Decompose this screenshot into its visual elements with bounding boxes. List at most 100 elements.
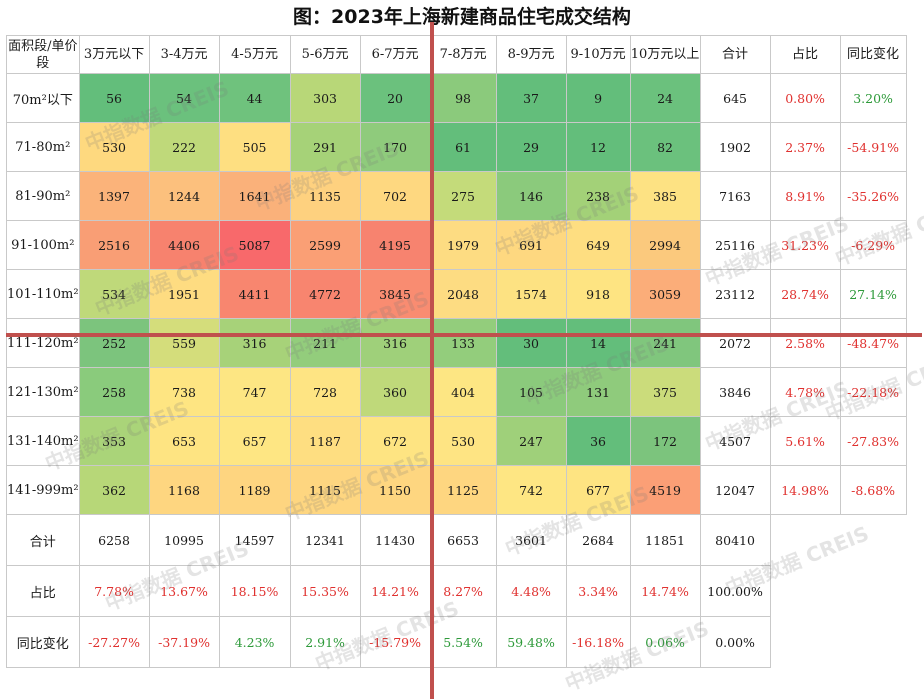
- heat-cell: 2599: [289, 220, 361, 270]
- heat-cell: 211: [289, 318, 361, 368]
- summary-column-header: 合计: [699, 35, 771, 74]
- summary-cell: 6653: [429, 514, 497, 566]
- row-total: 1902: [699, 122, 771, 172]
- row-label: 71-80m²: [6, 122, 80, 172]
- heat-cell: 9: [565, 73, 631, 123]
- heat-cell: 20: [359, 73, 431, 123]
- row-label: 合计: [6, 514, 80, 566]
- heat-cell: 1135: [289, 171, 361, 221]
- row-total: 12047: [699, 465, 771, 515]
- heat-cell: 1168: [148, 465, 220, 515]
- heat-cell: 54: [148, 73, 220, 123]
- summary-column-header: 同比变化: [839, 35, 907, 74]
- heat-cell: 375: [629, 367, 701, 417]
- summary-cell: -16.18%: [565, 616, 631, 668]
- summary-cell: 2684: [565, 514, 631, 566]
- row-yoy: 3.20%: [839, 73, 907, 123]
- heat-cell: 530: [78, 122, 150, 172]
- heat-cell: 4195: [359, 220, 431, 270]
- summary-cell: 3601: [495, 514, 567, 566]
- column-header: 3-4万元: [148, 35, 220, 74]
- heat-cell: 170: [359, 122, 431, 172]
- heat-cell: 747: [218, 367, 291, 417]
- heat-cell: 1574: [495, 269, 567, 319]
- row-share: 14.98%: [769, 465, 841, 515]
- summary-cell: 14.21%: [359, 565, 431, 617]
- heat-cell: 291: [289, 122, 361, 172]
- summary-total: 100.00%: [699, 565, 771, 617]
- heat-cell: 505: [218, 122, 291, 172]
- column-header: 6-7万元: [359, 35, 431, 74]
- column-header: 5-6万元: [289, 35, 361, 74]
- heat-cell: 131: [565, 367, 631, 417]
- table-row: 70m²以下 56 54 44 303 20 98 37 9 24 645 0.80% 3.20%: [6, 73, 907, 123]
- heat-cell: 14: [565, 318, 631, 368]
- row-label: 101-110m²: [6, 269, 80, 319]
- summary-cell: 11430: [359, 514, 431, 566]
- heat-cell: 404: [429, 367, 497, 417]
- heat-cell: 258: [78, 367, 150, 417]
- summary-cell: 12341: [289, 514, 361, 566]
- heat-cell: 133: [429, 318, 497, 368]
- heat-cell: 316: [218, 318, 291, 368]
- summary-cell: 7.78%: [78, 565, 150, 617]
- row-label: 70m²以下: [6, 73, 80, 123]
- heat-cell: 1115: [289, 465, 361, 515]
- share-row: 占比 7.78% 13.67% 18.15% 15.35% 14.21% 8.27% 4.48…: [6, 565, 907, 617]
- heat-cell: 1979: [429, 220, 497, 270]
- table-row: 111-120m² 252 559 316 211 316 133 30 14 241 2072 2.…: [6, 318, 907, 368]
- row-label: 121-130m²: [6, 367, 80, 417]
- heat-cell: 2516: [78, 220, 150, 270]
- row-share: 0.80%: [769, 73, 841, 123]
- summary-cell: -37.19%: [148, 616, 220, 668]
- row-total: 7163: [699, 171, 771, 221]
- heat-cell: 1951: [148, 269, 220, 319]
- column-header: 3万元以下: [78, 35, 150, 74]
- summary-cell: 14.74%: [629, 565, 701, 617]
- heat-cell: 353: [78, 416, 150, 466]
- table-row: 131-140m² 353 653 657 1187 672 530 247 36 172 4507…: [6, 416, 907, 466]
- heat-cell: 30: [495, 318, 567, 368]
- quadrant-divider-vertical: [430, 22, 434, 699]
- heat-cell: 677: [565, 465, 631, 515]
- heat-cell: 530: [429, 416, 497, 466]
- row-total: 23112: [699, 269, 771, 319]
- quadrant-divider-horizontal: [6, 333, 922, 337]
- column-header: 9-10万元: [565, 35, 631, 74]
- row-total: 4507: [699, 416, 771, 466]
- heat-cell: 918: [565, 269, 631, 319]
- row-share: 8.91%: [769, 171, 841, 221]
- row-yoy: 27.14%: [839, 269, 907, 319]
- heat-cell: 1150: [359, 465, 431, 515]
- heat-cell: 303: [289, 73, 361, 123]
- row-yoy: -27.83%: [839, 416, 907, 466]
- heat-cell: 2048: [429, 269, 497, 319]
- column-header: 4-5万元: [218, 35, 291, 74]
- heat-cell: 3059: [629, 269, 701, 319]
- row-label: 91-100m²: [6, 220, 80, 270]
- summary-cell: -15.79%: [359, 616, 431, 668]
- heat-cell: 56: [78, 73, 150, 123]
- summary-cell: 11851: [629, 514, 701, 566]
- corner-header: 面积段/单价段: [6, 35, 80, 74]
- heat-cell: 649: [565, 220, 631, 270]
- heat-cell: 44: [218, 73, 291, 123]
- row-yoy: -54.91%: [839, 122, 907, 172]
- summary-cell: -27.27%: [78, 616, 150, 668]
- heat-cell: 241: [629, 318, 701, 368]
- heat-cell: 222: [148, 122, 220, 172]
- heat-cell: 4519: [629, 465, 701, 515]
- row-total: 25116: [699, 220, 771, 270]
- summary-cell: 0.06%: [629, 616, 701, 668]
- heat-cell: 146: [495, 171, 567, 221]
- heat-cell: 1397: [78, 171, 150, 221]
- heat-cell: 657: [218, 416, 291, 466]
- row-label: 81-90m²: [6, 171, 80, 221]
- summary-cell: 10995: [148, 514, 220, 566]
- summary-cell: 14597: [218, 514, 291, 566]
- totals-row: 合计 6258 10995 14597 12341 11430 6653 3601 2684 11…: [6, 514, 907, 668]
- heat-cell: 559: [148, 318, 220, 368]
- summary-cell: 8.27%: [429, 565, 497, 617]
- row-label: 111-120m²: [6, 318, 80, 368]
- heat-cell: 691: [495, 220, 567, 270]
